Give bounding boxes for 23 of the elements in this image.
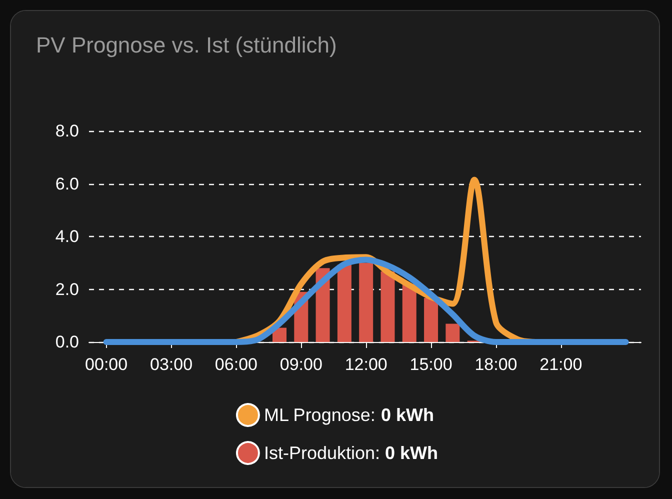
bar	[337, 264, 352, 342]
legend-label: ML Prognose: 0 kWh	[264, 405, 434, 425]
chart-title: PV Prognose vs. Ist (stündlich)	[36, 32, 337, 58]
bar	[272, 328, 286, 342]
x-tick-label: 00:00	[85, 355, 128, 374]
bar	[380, 271, 395, 342]
bar	[359, 262, 374, 342]
x-tick-label: 06:00	[214, 355, 258, 374]
y-tick-label: 0.0	[55, 332, 79, 352]
x-tick-label: 21:00	[540, 355, 582, 374]
y-tick-label: 8.0	[55, 122, 79, 140]
x-tick-label: 15:00	[410, 355, 452, 374]
y-tick-label: 6.0	[55, 174, 79, 194]
x-tick-label: 09:00	[280, 355, 322, 374]
bar	[424, 298, 438, 342]
y-tick-label: 4.0	[55, 227, 79, 246]
bar	[402, 284, 416, 342]
x-tick-label: 12:00	[344, 355, 388, 374]
bar	[446, 324, 460, 342]
x-tick-label: 18:00	[474, 355, 518, 374]
legend-label: Ist-Produktion: 0 kWh	[264, 443, 438, 463]
x-tick-label: 03:00	[150, 355, 193, 374]
y-tick-label: 2.0	[55, 280, 79, 299]
